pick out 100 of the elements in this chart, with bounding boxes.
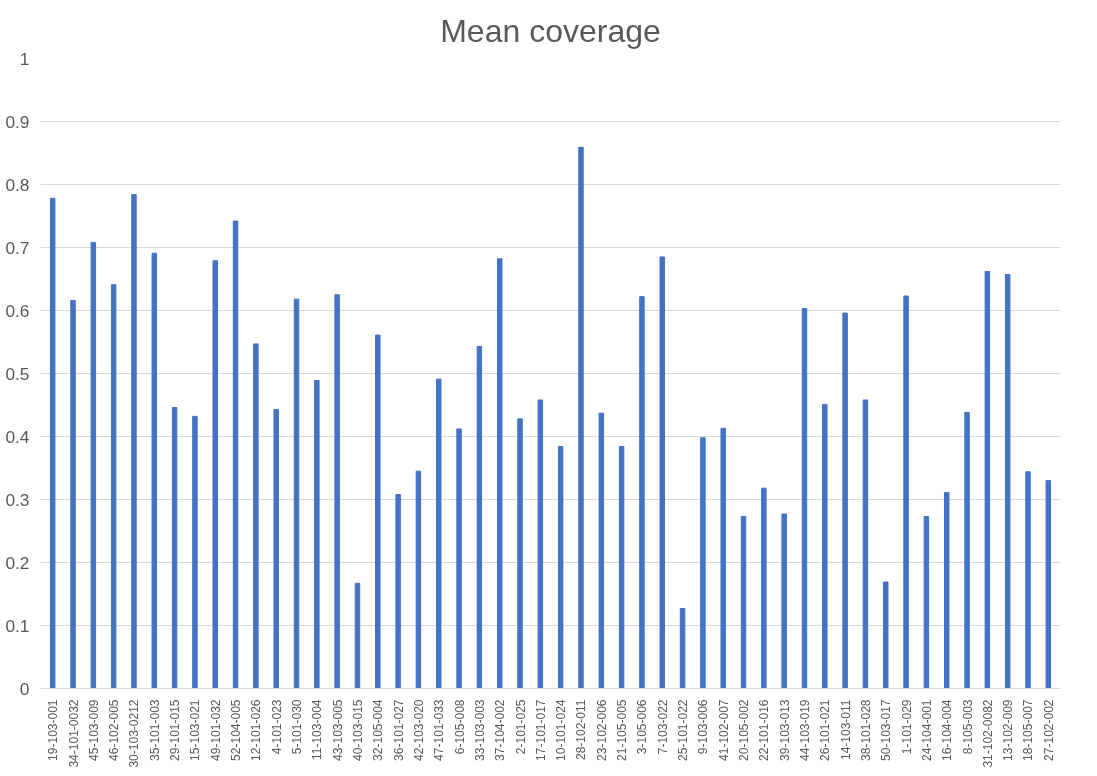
bar — [395, 493, 401, 689]
bar — [964, 412, 970, 689]
x-tick-label: 8-105-003 — [960, 699, 975, 755]
x-tick-label: 41-102-007 — [716, 699, 731, 761]
x-tick-label: 35-101-003 — [147, 699, 162, 761]
bar — [1004, 274, 1011, 689]
x-tick-label: 22-101-016 — [757, 699, 772, 761]
bar — [273, 408, 279, 689]
x-tick-label: 2-101-025 — [513, 699, 528, 755]
bar — [740, 516, 747, 689]
bar — [49, 197, 56, 689]
x-tick-label: 43-103-005 — [330, 699, 345, 761]
x-tick-label: 44-103-019 — [797, 699, 812, 761]
bar — [334, 294, 340, 689]
bar — [354, 582, 361, 689]
bar — [151, 252, 158, 689]
x-tick-label: 52-104-005 — [229, 699, 244, 761]
x-tick-label: 26-101-021 — [818, 699, 833, 761]
bar — [253, 343, 259, 689]
x-tick-label: 27-102-002 — [1041, 699, 1056, 761]
x-tick-label: 32-105-004 — [371, 699, 386, 761]
bar — [131, 194, 137, 689]
x-tick-label: 4-101-023 — [269, 699, 284, 755]
x-tick-label: 25-101-022 — [676, 699, 691, 761]
bar — [1045, 480, 1052, 689]
x-tick-label: 12-101-026 — [249, 699, 264, 761]
y-tick-label: 0.9 — [5, 111, 30, 132]
chart-title: Mean coverage — [440, 12, 661, 49]
bar — [314, 379, 320, 689]
bar — [415, 470, 422, 689]
bar — [923, 516, 930, 689]
x-tick-label: 50-103-017 — [879, 699, 894, 761]
bar — [659, 256, 665, 689]
y-tick-label: 0.5 — [5, 363, 30, 384]
x-tick-label: 13-102-009 — [1001, 699, 1016, 761]
bar — [456, 428, 462, 689]
bar — [618, 446, 625, 689]
x-tick-label: 1-101-029 — [899, 699, 914, 755]
x-tick-label: 38-101-028 — [858, 699, 873, 761]
x-tick-label: 36-101-027 — [391, 699, 406, 761]
x-tick-label: 23-102-006 — [594, 699, 609, 761]
x-tick-label: 18-105-007 — [1021, 699, 1036, 761]
x-tick-label: 29-101-015 — [168, 699, 183, 761]
x-tick-label: 37-104-002 — [493, 699, 508, 761]
x-tick-label: 46-102-005 — [107, 699, 122, 761]
x-tick-label: 31-102-0082 — [980, 699, 995, 768]
bar — [700, 437, 706, 689]
bar — [761, 487, 767, 689]
bar — [293, 298, 300, 689]
bar — [212, 260, 218, 689]
bar — [476, 345, 483, 689]
bar — [537, 399, 544, 689]
bar — [883, 581, 889, 689]
x-tick-label: 42-103-020 — [411, 699, 426, 761]
bar — [822, 403, 828, 689]
bar — [862, 399, 869, 689]
bar — [639, 296, 645, 689]
x-tick-label: 33-103-003 — [472, 699, 487, 761]
x-tick-label: 40-103-015 — [350, 699, 365, 761]
x-tick-label: 7-103-022 — [655, 699, 670, 755]
bar — [781, 513, 787, 689]
bar — [679, 607, 686, 689]
y-tick-label: 0.4 — [5, 426, 30, 447]
x-tick-label: 3-105-006 — [635, 699, 650, 755]
x-tick-label: 10-101-024 — [554, 699, 569, 761]
y-tick-label: 1 — [19, 48, 30, 69]
x-tick-label: 34-101-0032 — [66, 699, 81, 768]
x-tick-label: 30-103-0212 — [127, 699, 142, 768]
x-tick-label: 16-104-004 — [940, 699, 955, 761]
y-tick-label: 0.6 — [5, 300, 30, 321]
x-tick-label: 6-105-008 — [452, 699, 467, 755]
x-tick-label: 45-103-009 — [86, 699, 101, 761]
bar — [192, 415, 198, 689]
bar — [496, 258, 503, 689]
bar — [90, 241, 97, 689]
y-tick-label: 0 — [19, 678, 30, 699]
bar — [517, 418, 523, 689]
bar — [110, 284, 117, 689]
x-tick-label: 28-102-011 — [574, 699, 589, 760]
x-tick-label: 11-103-004 — [310, 699, 325, 760]
x-tick-label: 9-103-006 — [696, 699, 711, 755]
bar — [943, 492, 950, 689]
bar — [436, 378, 442, 689]
bar — [232, 220, 239, 689]
bar — [842, 312, 848, 689]
x-tick-label: 20-105-002 — [737, 699, 752, 761]
y-tick-label: 0.3 — [5, 489, 30, 510]
bar — [598, 412, 605, 689]
x-tick-label: 14-103-011 — [838, 699, 853, 760]
bar — [375, 334, 381, 689]
x-tick-label: 17-101-017 — [533, 699, 548, 761]
x-tick-label: 5-101-030 — [290, 699, 305, 755]
y-tick-label: 0.7 — [5, 237, 30, 258]
y-tick-label: 0.8 — [5, 174, 30, 195]
bar — [720, 427, 726, 689]
y-tick-label: 0.2 — [5, 552, 30, 573]
bar — [70, 299, 76, 689]
bar — [171, 407, 178, 689]
x-tick-label: 19-103-001 — [46, 699, 61, 761]
bar — [557, 446, 564, 689]
